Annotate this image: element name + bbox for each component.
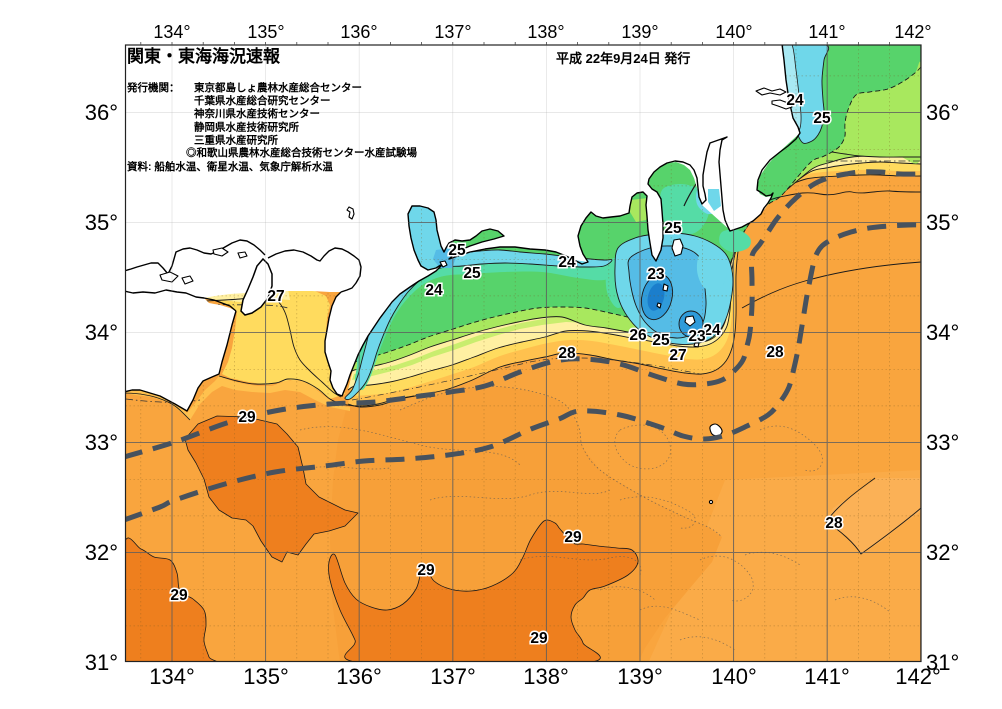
svg-text:139°: 139°: [621, 22, 658, 42]
svg-text:33°: 33°: [926, 430, 959, 455]
svg-text:24: 24: [425, 282, 443, 299]
svg-text:36°: 36°: [85, 100, 118, 125]
svg-text:29: 29: [564, 529, 582, 546]
svg-text:25: 25: [813, 110, 831, 127]
svg-text:33°: 33°: [85, 430, 118, 455]
svg-text:136°: 136°: [336, 664, 382, 689]
svg-text:資料: 船舶水温、衛星水温、気象庁解析水温: 資料: 船舶水温、衛星水温、気象庁解析水温: [127, 160, 333, 173]
svg-text:138°: 138°: [523, 664, 569, 689]
svg-text:27: 27: [267, 288, 284, 305]
svg-text:142°: 142°: [894, 22, 931, 42]
svg-text:23: 23: [647, 266, 665, 283]
svg-text:23: 23: [688, 328, 706, 345]
svg-text:24: 24: [786, 92, 804, 109]
svg-text:24: 24: [703, 322, 721, 339]
svg-text:34°: 34°: [85, 320, 118, 345]
svg-text:139°: 139°: [617, 664, 663, 689]
svg-text:36°: 36°: [926, 100, 959, 125]
svg-text:140°: 140°: [711, 664, 757, 689]
svg-text:25: 25: [463, 265, 481, 282]
svg-text:141°: 141°: [808, 22, 845, 42]
svg-text:142°: 142°: [895, 664, 941, 689]
svg-text:関東・東海海況速報: 関東・東海海況速報: [127, 46, 281, 66]
svg-text:136°: 136°: [340, 22, 377, 42]
svg-text:28: 28: [825, 515, 843, 532]
svg-text:138°: 138°: [527, 22, 564, 42]
svg-text:35°: 35°: [926, 210, 959, 235]
svg-text:32°: 32°: [85, 540, 118, 565]
svg-text:24: 24: [558, 254, 576, 271]
svg-text:◎和歌山県農林水産総合技術センター水産試験場: ◎和歌山県農林水産総合技術センター水産試験場: [186, 146, 417, 159]
svg-text:29: 29: [417, 562, 435, 579]
svg-text:25: 25: [652, 332, 670, 349]
svg-text:千葉県水産総合研究センター: 千葉県水産総合研究センター: [194, 94, 331, 107]
svg-text:三重県水産研究所: 三重県水産研究所: [194, 133, 278, 146]
svg-text:25: 25: [448, 242, 466, 259]
svg-text:静岡県水産技術研究所: 静岡県水産技術研究所: [194, 120, 299, 133]
svg-text:135°: 135°: [243, 664, 289, 689]
svg-text:27: 27: [669, 347, 686, 364]
svg-text:25: 25: [664, 220, 682, 237]
svg-text:134°: 134°: [149, 664, 195, 689]
svg-text:140°: 140°: [715, 22, 752, 42]
svg-text:29: 29: [238, 409, 256, 426]
svg-text:31°: 31°: [85, 650, 118, 675]
svg-text:26: 26: [629, 327, 647, 344]
svg-text:137°: 137°: [430, 664, 476, 689]
svg-text:発行機関：: 発行機関：: [126, 81, 180, 94]
svg-text:35°: 35°: [85, 210, 118, 235]
svg-text:29: 29: [530, 630, 548, 647]
svg-text:34°: 34°: [926, 320, 959, 345]
svg-text:29: 29: [170, 587, 188, 604]
svg-text:141°: 141°: [804, 664, 850, 689]
svg-text:31°: 31°: [926, 650, 959, 675]
svg-text:32°: 32°: [926, 540, 959, 565]
svg-text:28: 28: [766, 344, 784, 361]
svg-text:平成 22年9月24日 発行: 平成 22年9月24日 発行: [556, 51, 690, 66]
svg-text:神奈川県水産技術センター: 神奈川県水産技術センター: [194, 107, 320, 120]
svg-text:東京都島しょ農林水産総合センター: 東京都島しょ農林水産総合センター: [194, 81, 362, 94]
svg-text:28: 28: [558, 345, 576, 362]
svg-text:134°: 134°: [153, 22, 190, 42]
svg-text:135°: 135°: [247, 22, 284, 42]
svg-text:137°: 137°: [434, 22, 471, 42]
